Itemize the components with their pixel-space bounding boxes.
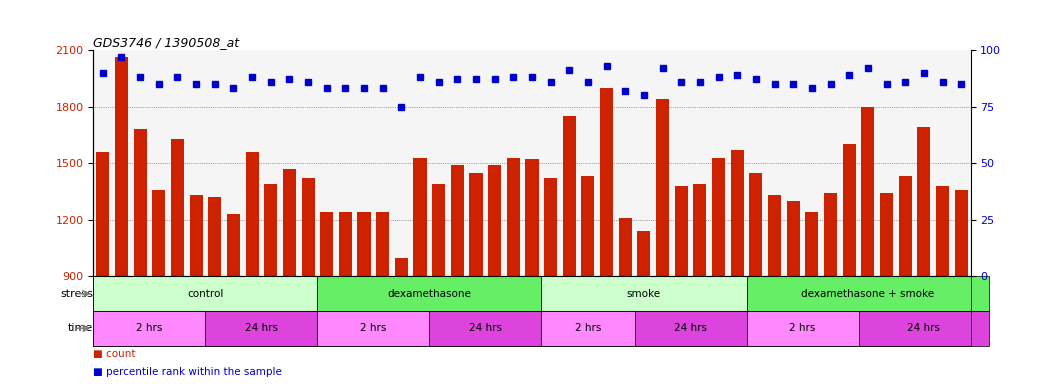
- Text: ■ percentile rank within the sample: ■ percentile rank within the sample: [93, 367, 282, 377]
- Text: GDS3746 / 1390508_at: GDS3746 / 1390508_at: [93, 36, 240, 49]
- Bar: [637, 231, 651, 384]
- Bar: [430, 311, 541, 346]
- Bar: [246, 152, 258, 384]
- Bar: [282, 169, 296, 384]
- Bar: [656, 99, 670, 384]
- Bar: [488, 165, 501, 384]
- Text: stress: stress: [60, 289, 93, 299]
- Bar: [634, 311, 746, 346]
- Bar: [563, 116, 576, 384]
- Bar: [338, 212, 352, 384]
- Bar: [357, 212, 371, 384]
- Bar: [619, 218, 632, 384]
- Bar: [768, 195, 782, 384]
- Bar: [824, 194, 837, 384]
- Text: time: time: [69, 323, 93, 333]
- Bar: [525, 159, 539, 384]
- Bar: [134, 129, 146, 384]
- Text: 2 hrs: 2 hrs: [789, 323, 816, 333]
- Bar: [600, 88, 613, 384]
- Text: dexamethasone: dexamethasone: [387, 289, 471, 299]
- Bar: [541, 311, 634, 346]
- Bar: [318, 311, 430, 346]
- Bar: [746, 311, 858, 346]
- Bar: [394, 258, 408, 384]
- Bar: [693, 184, 707, 384]
- Bar: [227, 214, 240, 384]
- Bar: [787, 201, 799, 384]
- Bar: [936, 186, 949, 384]
- Text: 24 hrs: 24 hrs: [907, 323, 940, 333]
- Bar: [899, 176, 911, 384]
- Bar: [507, 157, 520, 384]
- Bar: [376, 212, 389, 384]
- Bar: [805, 212, 818, 384]
- Bar: [190, 195, 202, 384]
- Text: 2 hrs: 2 hrs: [136, 323, 163, 333]
- Text: smoke: smoke: [627, 289, 661, 299]
- Bar: [731, 150, 744, 384]
- Bar: [469, 173, 483, 384]
- Bar: [432, 184, 445, 384]
- Bar: [318, 276, 541, 311]
- Bar: [93, 311, 206, 346]
- Bar: [581, 176, 595, 384]
- Text: 2 hrs: 2 hrs: [575, 323, 601, 333]
- Bar: [858, 311, 989, 346]
- Bar: [93, 276, 318, 311]
- Bar: [320, 212, 333, 384]
- Text: control: control: [187, 289, 223, 299]
- Bar: [206, 311, 318, 346]
- Bar: [862, 106, 874, 384]
- Bar: [749, 173, 763, 384]
- Bar: [301, 178, 315, 384]
- Bar: [153, 190, 165, 384]
- Bar: [97, 152, 109, 384]
- Bar: [171, 139, 184, 384]
- Text: 2 hrs: 2 hrs: [360, 323, 386, 333]
- Text: dexamethasone + smoke: dexamethasone + smoke: [801, 289, 934, 299]
- Bar: [712, 157, 726, 384]
- Bar: [450, 165, 464, 384]
- Bar: [115, 58, 128, 384]
- Bar: [880, 194, 893, 384]
- Bar: [918, 127, 930, 384]
- Bar: [544, 178, 557, 384]
- Bar: [746, 276, 989, 311]
- Text: ■ count: ■ count: [93, 349, 136, 359]
- Bar: [413, 157, 427, 384]
- Bar: [265, 184, 277, 384]
- Bar: [955, 190, 967, 384]
- Text: 24 hrs: 24 hrs: [674, 323, 707, 333]
- Bar: [675, 186, 688, 384]
- Bar: [843, 144, 855, 384]
- Text: 24 hrs: 24 hrs: [245, 323, 278, 333]
- Text: 24 hrs: 24 hrs: [469, 323, 501, 333]
- Bar: [541, 276, 746, 311]
- Bar: [209, 197, 221, 384]
